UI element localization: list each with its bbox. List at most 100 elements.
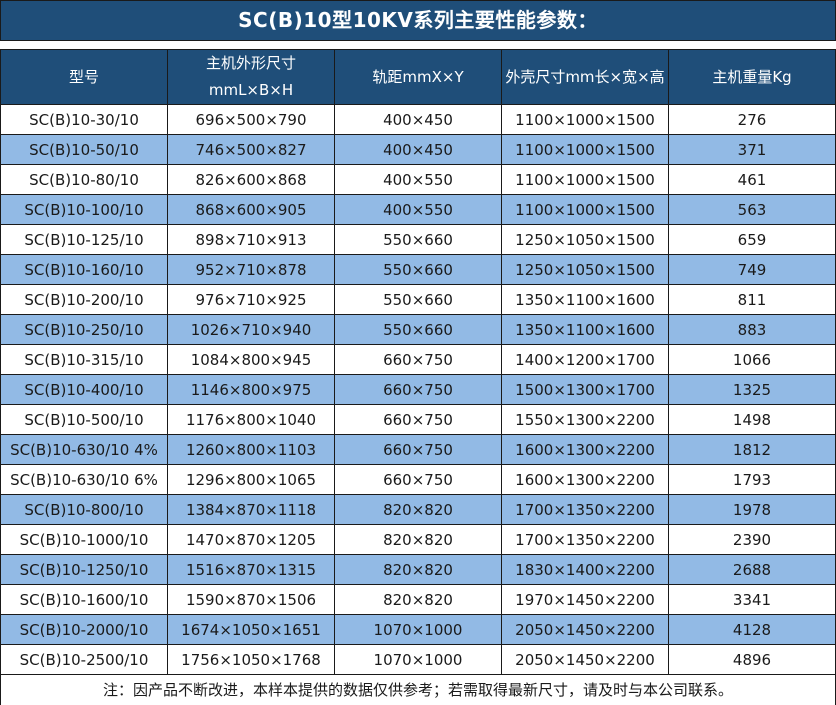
column-header: 主机重量Kg [668,49,836,105]
table-body: SC(B)10-30/10 696×500×790 400×450 1100×1000… [0,104,836,675]
table-cell: 1674×1050×1651 [167,614,335,645]
table-cell: 952×710×878 [167,254,335,285]
table-cell: 883 [668,314,836,345]
table-cell: 746×500×827 [167,134,335,165]
table-cell: 1550×1300×2200 [501,404,669,435]
table-cell: 2050×1450×2200 [501,644,669,675]
table-cell: 371 [668,134,836,165]
table-cell: 1700×1350×2200 [501,524,669,555]
table-cell: 1600×1300×2200 [501,464,669,495]
table-cell: 696×500×790 [167,104,335,135]
table-cell: 400×550 [334,164,502,195]
table-cell: SC(B)10-80/10 [0,164,168,195]
table-row: SC(B)10-250/10 1026×710×940 550×660 1350×11… [0,314,836,345]
table-cell: SC(B)10-400/10 [0,374,168,405]
table-cell: 660×750 [334,434,502,465]
table-cell: 820×820 [334,524,502,555]
table-cell: 826×600×868 [167,164,335,195]
table-cell: 1384×870×1118 [167,494,335,525]
table-cell: SC(B)10-315/10 [0,344,168,375]
table-cell: SC(B)10-200/10 [0,284,168,315]
table-row: SC(B)10-80/10 826×600×868 400×550 1100×1000… [0,164,836,195]
table-cell: 4128 [668,614,836,645]
column-header: 型号 [0,49,168,105]
table-row: SC(B)10-400/10 1146×800×975 660×750 1500×13… [0,374,836,405]
table-cell: 1700×1350×2200 [501,494,669,525]
table-cell: SC(B)10-500/10 [0,404,168,435]
table-row: SC(B)10-1600/10 1590×870×1506 820×820 1970×… [0,584,836,615]
table-cell: 1100×1000×1500 [501,194,669,225]
table-cell: 1084×800×945 [167,344,335,375]
table-cell: 1260×800×1103 [167,434,335,465]
table-row: SC(B)10-160/10 952×710×878 550×660 1250×105… [0,254,836,285]
table-cell: 1250×1050×1500 [501,224,669,255]
table-cell: 1970×1450×2200 [501,584,669,615]
spec-table: 型号 主机外形尺寸 mmL×B×H 轨距mmX×Y 外壳尺寸mm长×宽×高 主机重量Kg… [0,49,836,675]
table-header: 型号 主机外形尺寸 mmL×B×H 轨距mmX×Y 外壳尺寸mm长×宽×高 主机重量Kg [0,49,836,105]
table-cell: 660×750 [334,374,502,405]
table-cell: 820×820 [334,554,502,585]
table-cell: SC(B)10-125/10 [0,224,168,255]
table-cell: 276 [668,104,836,135]
table-cell: 1498 [668,404,836,435]
table-cell: 1978 [668,494,836,525]
table-cell: 1600×1300×2200 [501,434,669,465]
table-row: SC(B)10-800/10 1384×870×1118 820×820 1700×1… [0,494,836,525]
table-cell: 2688 [668,554,836,585]
table-cell: 1296×800×1065 [167,464,335,495]
table-cell: SC(B)10-2000/10 [0,614,168,645]
table-cell: 749 [668,254,836,285]
table-cell: 811 [668,284,836,315]
table-cell: SC(B)10-630/10 6% [0,464,168,495]
table-cell: 898×710×913 [167,224,335,255]
table-cell: 550×660 [334,314,502,345]
table-cell: 1812 [668,434,836,465]
table-cell: 1830×1400×2200 [501,554,669,585]
table-cell: 1793 [668,464,836,495]
table-row: SC(B)10-2500/10 1756×1050×1768 1070×1000 20… [0,644,836,675]
table-cell: 1350×1100×1600 [501,314,669,345]
table-cell: 550×660 [334,254,502,285]
column-header: 轨距mmX×Y [334,49,502,105]
table-row: SC(B)10-315/10 1084×800×945 660×750 1400×12… [0,344,836,375]
table-cell: 1400×1200×1700 [501,344,669,375]
table-cell: 1146×800×975 [167,374,335,405]
table-cell: 1350×1100×1600 [501,284,669,315]
table-cell: SC(B)10-2500/10 [0,644,168,675]
table-cell: SC(B)10-630/10 4% [0,434,168,465]
table-cell: 1500×1300×1700 [501,374,669,405]
footnote: 注：因产品不断改进，本样本提供的数据仅供参考；若需取得最新尺寸，请及时与本公司联… [0,675,836,705]
table-row: SC(B)10-2000/10 1674×1050×1651 1070×1000 20… [0,614,836,645]
column-header: 主机外形尺寸 mmL×B×H [167,49,335,105]
table-cell: 660×750 [334,344,502,375]
table-cell: 2050×1450×2200 [501,614,669,645]
table-cell: SC(B)10-30/10 [0,104,168,135]
table-cell: 563 [668,194,836,225]
table-cell: 976×710×925 [167,284,335,315]
column-header: 外壳尺寸mm长×宽×高 [501,49,669,105]
table-row: SC(B)10-1000/10 1470×870×1205 820×820 1700×… [0,524,836,555]
table-row: SC(B)10-125/10 898×710×913 550×660 1250×105… [0,224,836,255]
table-cell: 1100×1000×1500 [501,104,669,135]
table-row: SC(B)10-50/10 746×500×827 400×450 1100×1000… [0,134,836,165]
table-cell: 1100×1000×1500 [501,134,669,165]
table-cell: 660×750 [334,404,502,435]
table-cell: SC(B)10-800/10 [0,494,168,525]
table-cell: 550×660 [334,224,502,255]
table-cell: 660×750 [334,464,502,495]
table-cell: SC(B)10-50/10 [0,134,168,165]
table-cell: 400×450 [334,104,502,135]
table-cell: 550×660 [334,284,502,315]
table-cell: SC(B)10-1000/10 [0,524,168,555]
table-cell: 1066 [668,344,836,375]
table-cell: 3341 [668,584,836,615]
table-cell: 2390 [668,524,836,555]
table-cell: 400×550 [334,194,502,225]
table-cell: 1590×870×1506 [167,584,335,615]
table-cell: 1070×1000 [334,644,502,675]
table-cell: 1325 [668,374,836,405]
table-cell: SC(B)10-100/10 [0,194,168,225]
table-row: SC(B)10-100/10 868×600×905 400×550 1100×100… [0,194,836,225]
table-cell: SC(B)10-1600/10 [0,584,168,615]
table-cell: 1176×800×1040 [167,404,335,435]
